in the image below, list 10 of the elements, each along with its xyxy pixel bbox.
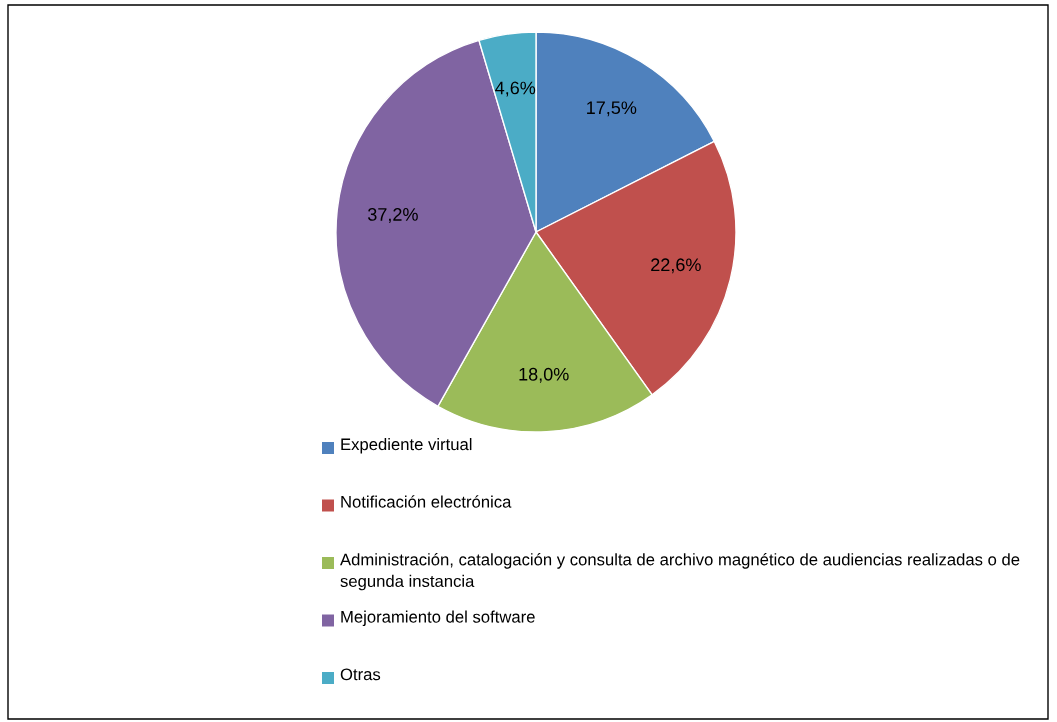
- legend-label: Notificación electrónica: [341, 495, 512, 508]
- legend-label: Otras: [340, 668, 381, 681]
- legend-label: Expediente virtual: [341, 438, 472, 454]
- data-label: 37,2%: [367, 208, 418, 223]
- data-label: 4,6%: [495, 81, 536, 97]
- data-label: 18,0%: [519, 367, 569, 383]
- data-label: 22,6%: [651, 258, 701, 274]
- data-label: 17,5%: [587, 101, 637, 117]
- legend-label: Administración, catalogación y consulta de archivo magnético de audiencias realizadas o de segunda instancia: [340, 553, 1020, 591]
- legend-label: Mejoramiento del software: [341, 610, 535, 627]
